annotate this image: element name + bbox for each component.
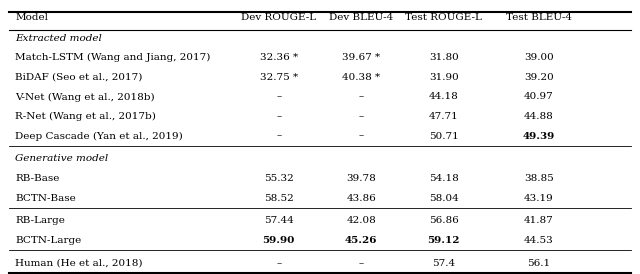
Text: RB-Large: RB-Large bbox=[15, 216, 65, 226]
Text: 32.36 *: 32.36 * bbox=[260, 53, 298, 62]
Text: 40.38 *: 40.38 * bbox=[342, 73, 380, 82]
Text: Model: Model bbox=[15, 13, 49, 22]
Text: 31.90: 31.90 bbox=[429, 73, 459, 82]
Text: 58.04: 58.04 bbox=[429, 194, 459, 203]
Text: –: – bbox=[276, 92, 282, 101]
Text: –: – bbox=[358, 259, 364, 268]
Text: 58.52: 58.52 bbox=[264, 194, 294, 203]
Text: BiDAF (Seo et al., 2017): BiDAF (Seo et al., 2017) bbox=[15, 73, 143, 82]
Text: RB-Base: RB-Base bbox=[15, 174, 60, 183]
Text: Deep Cascade (Yan et al., 2019): Deep Cascade (Yan et al., 2019) bbox=[15, 132, 183, 141]
Text: 55.32: 55.32 bbox=[264, 174, 294, 183]
Text: 54.18: 54.18 bbox=[429, 174, 459, 183]
Text: 47.71: 47.71 bbox=[429, 112, 459, 121]
Text: 38.85: 38.85 bbox=[524, 174, 554, 183]
Text: Human (He et al., 2018): Human (He et al., 2018) bbox=[15, 259, 143, 268]
Text: V-Net (Wang et al., 2018b): V-Net (Wang et al., 2018b) bbox=[15, 92, 155, 102]
Text: –: – bbox=[358, 132, 364, 141]
Text: 44.88: 44.88 bbox=[524, 112, 554, 121]
Text: –: – bbox=[358, 112, 364, 121]
Text: 49.39: 49.39 bbox=[523, 132, 555, 141]
Text: 59.12: 59.12 bbox=[428, 236, 460, 245]
Text: BCTN-Base: BCTN-Base bbox=[15, 194, 76, 203]
Text: 39.20: 39.20 bbox=[524, 73, 554, 82]
Text: 31.80: 31.80 bbox=[429, 53, 459, 62]
Text: 39.00: 39.00 bbox=[524, 53, 554, 62]
Text: –: – bbox=[276, 112, 282, 121]
Text: Dev ROUGE-L: Dev ROUGE-L bbox=[241, 13, 316, 22]
Text: 40.97: 40.97 bbox=[524, 92, 554, 101]
Text: –: – bbox=[358, 92, 364, 101]
Text: Extracted model: Extracted model bbox=[15, 34, 102, 43]
Text: 59.90: 59.90 bbox=[262, 236, 295, 245]
Text: Test ROUGE-L: Test ROUGE-L bbox=[405, 13, 482, 22]
Text: Test BLEU-4: Test BLEU-4 bbox=[506, 13, 572, 22]
Text: 57.44: 57.44 bbox=[264, 216, 294, 226]
Text: 43.86: 43.86 bbox=[346, 194, 376, 203]
Text: 50.71: 50.71 bbox=[429, 132, 459, 141]
Text: 45.26: 45.26 bbox=[345, 236, 378, 245]
Text: 42.08: 42.08 bbox=[346, 216, 376, 226]
Text: 44.18: 44.18 bbox=[429, 92, 459, 101]
Text: Generative model: Generative model bbox=[15, 155, 109, 164]
Text: Dev BLEU-4: Dev BLEU-4 bbox=[329, 13, 394, 22]
Text: 39.78: 39.78 bbox=[346, 174, 376, 183]
Text: –: – bbox=[276, 132, 282, 141]
Text: 43.19: 43.19 bbox=[524, 194, 554, 203]
Text: BCTN-Large: BCTN-Large bbox=[15, 236, 82, 245]
Text: 41.87: 41.87 bbox=[524, 216, 554, 226]
Text: 44.53: 44.53 bbox=[524, 236, 554, 245]
Text: 57.4: 57.4 bbox=[432, 259, 455, 268]
Text: 56.86: 56.86 bbox=[429, 216, 459, 226]
Text: 56.1: 56.1 bbox=[527, 259, 550, 268]
Text: 39.67 *: 39.67 * bbox=[342, 53, 380, 62]
Text: –: – bbox=[276, 259, 282, 268]
Text: 32.75 *: 32.75 * bbox=[260, 73, 298, 82]
Text: Match-LSTM (Wang and Jiang, 2017): Match-LSTM (Wang and Jiang, 2017) bbox=[15, 53, 211, 62]
Text: R-Net (Wang et al., 2017b): R-Net (Wang et al., 2017b) bbox=[15, 112, 156, 121]
